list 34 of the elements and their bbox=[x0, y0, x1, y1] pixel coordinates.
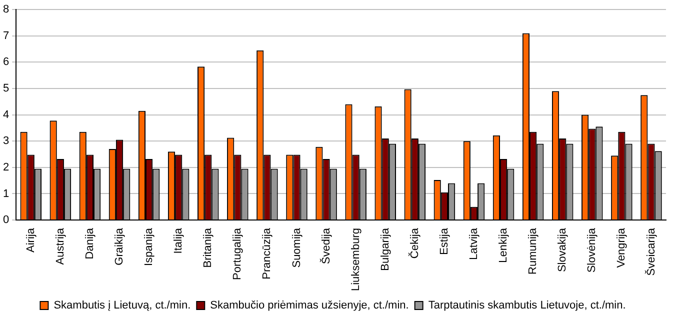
legend-label: Skambučio priėmimas užsienyje, ct./min. bbox=[210, 300, 409, 312]
y-tick-label: 3 bbox=[2, 135, 10, 148]
x-tick-label: Vengrija bbox=[616, 227, 628, 268]
y-tick-label: 7 bbox=[2, 30, 10, 42]
x-tick-label: Lenkija bbox=[498, 227, 510, 263]
y-tick-label: 0 bbox=[2, 214, 10, 226]
y-tick-label: 8 bbox=[2, 4, 10, 16]
x-tick-label: Šveicarija bbox=[644, 227, 658, 276]
x-tick-label: Britanija bbox=[202, 227, 214, 268]
x-tick-label: Danija bbox=[84, 227, 96, 260]
legend-label: Skambutis į Lietuvą, ct./min. bbox=[54, 300, 191, 312]
x-tick-label: Italija bbox=[172, 227, 185, 254]
y-tick-label: 4 bbox=[2, 108, 10, 121]
x-tick-label: Slovėnija bbox=[586, 227, 598, 273]
y-tick-label: 2 bbox=[2, 161, 10, 174]
y-tick-label: 5 bbox=[2, 82, 10, 95]
x-tick-label: Portugalija bbox=[232, 227, 244, 280]
x-tick-label: Bulgarija bbox=[379, 227, 392, 271]
x-tick-label: Liuksemburg bbox=[350, 228, 362, 292]
x-tick-label: Rumunija bbox=[527, 227, 540, 274]
x-tick-label: Graikija bbox=[114, 227, 126, 266]
x-tick-label: Slovakija bbox=[556, 227, 569, 272]
x-tick-label: Latvija bbox=[468, 227, 480, 260]
x-tick-label: Austrija bbox=[54, 227, 66, 265]
x-tick-label: Prancūzija bbox=[261, 227, 274, 280]
x-tick-label: Čekija bbox=[408, 227, 421, 259]
x-tick-label: Suomija bbox=[290, 227, 303, 268]
x-tick-label: Airija bbox=[24, 227, 37, 252]
x-tick-label: Ispanija bbox=[143, 227, 156, 266]
y-tick-label: 1 bbox=[2, 188, 10, 200]
legend-label: Tarptautinis skambutis Lietuvoje, ct./min. bbox=[428, 300, 626, 312]
x-tick-label: Švedija bbox=[319, 227, 332, 264]
y-tick-label: 6 bbox=[2, 56, 10, 68]
x-tick-label: Estija bbox=[438, 227, 450, 255]
